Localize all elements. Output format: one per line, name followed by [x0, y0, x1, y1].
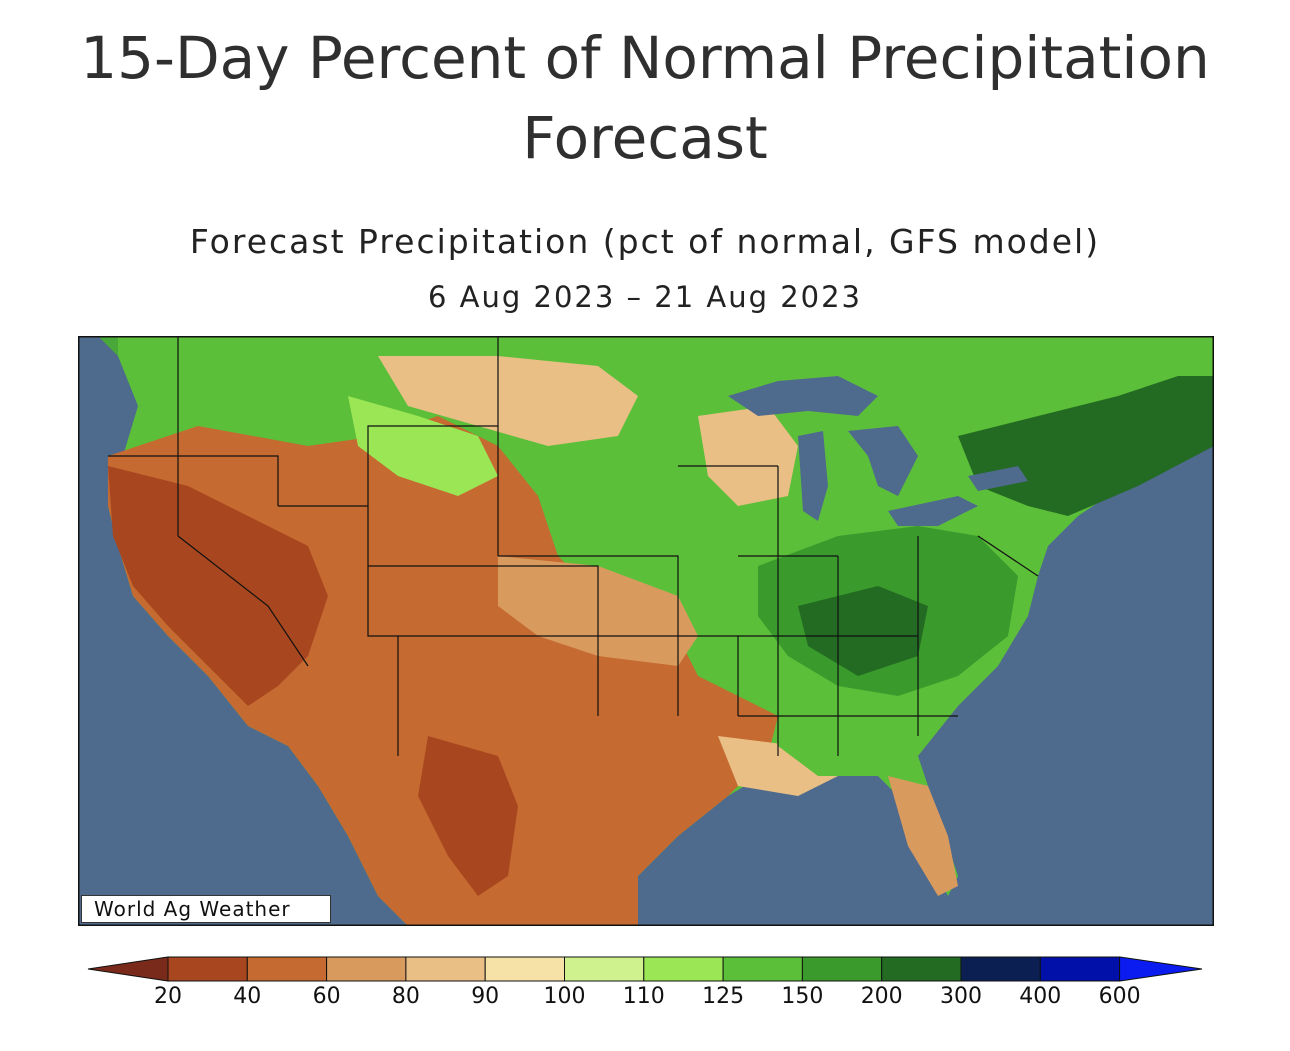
precipitation-map — [78, 336, 1214, 926]
colorbar-tick-label: 40 — [233, 984, 262, 1009]
lake-ontario — [968, 466, 1028, 491]
colorbar-swatch — [484, 956, 566, 982]
colorbar-swatch — [643, 956, 724, 982]
wisconsin-tan — [698, 406, 798, 506]
lake-huron — [848, 426, 918, 496]
state-boundaries — [108, 336, 1039, 756]
montana-green — [348, 396, 498, 496]
colorbar-tick-label: 80 — [391, 984, 420, 1009]
colorbar-swatch — [405, 956, 486, 982]
map-credit: World Ag Weather — [81, 895, 331, 923]
colorbar-tick-label: 90 — [471, 984, 500, 1009]
colorbar-swatch — [801, 956, 883, 982]
florida-tan — [888, 776, 958, 896]
colorbar-swatch — [167, 956, 248, 982]
colorbar-tick-label: 200 — [860, 984, 903, 1009]
colorbar-tick-label: 600 — [1098, 984, 1141, 1009]
colorbar-swatch — [326, 956, 407, 982]
colorbar-tick-label: 125 — [702, 984, 745, 1009]
lake-michigan — [798, 431, 828, 521]
texas-dry — [418, 736, 518, 896]
map-frame — [78, 336, 1214, 926]
colorbar-right-arrow — [1119, 956, 1203, 982]
colorbar-swatch — [1039, 956, 1121, 982]
northern-plains-tan — [378, 356, 638, 446]
lake-superior — [728, 376, 878, 416]
colorbar-tick-label: 400 — [1019, 984, 1062, 1009]
map-title: Forecast Precipitation (pct of normal, G… — [189, 222, 1101, 261]
colorbar-tick-label: 150 — [781, 984, 824, 1009]
map-date-range: 6 Aug 2023 – 21 Aug 2023 — [427, 280, 863, 314]
lake-erie — [888, 496, 978, 526]
colorbar — [87, 956, 1203, 982]
page-title: 15-Day Percent of Normal Precipitation F… — [80, 24, 1210, 172]
colorbar-swatch — [960, 956, 1041, 982]
colorbar-tick-label: 110 — [622, 984, 665, 1009]
dark-dry-core — [108, 466, 328, 706]
colorbar-tick-label: 300 — [940, 984, 982, 1009]
colorbar-left-arrow — [87, 956, 169, 982]
gulf-coast-tan — [718, 736, 838, 796]
colorbar-swatch — [564, 956, 645, 982]
ohio-valley-darkest — [798, 586, 928, 676]
colorbar-tick-label: 20 — [154, 984, 182, 1009]
colorbar-swatch — [722, 956, 803, 982]
colorbar-tick-label: 100 — [543, 984, 586, 1009]
colorbar-swatch — [246, 956, 328, 982]
colorbar-tick-label: 60 — [312, 984, 341, 1009]
colorbar-swatch — [881, 956, 962, 982]
